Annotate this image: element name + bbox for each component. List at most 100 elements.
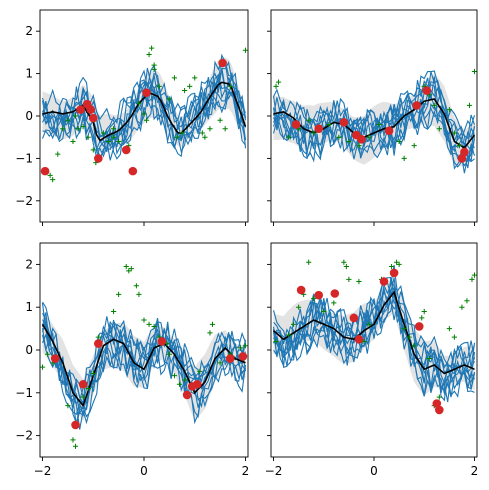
cross-point bbox=[431, 102, 437, 108]
cross-point bbox=[222, 126, 228, 132]
cross-point bbox=[446, 107, 452, 113]
cross-point bbox=[388, 263, 395, 270]
cross-point bbox=[356, 278, 362, 285]
data-point bbox=[314, 124, 324, 134]
y-tick-label: −2 bbox=[15, 194, 33, 208]
cross-point bbox=[451, 130, 457, 136]
data-point bbox=[40, 166, 50, 176]
cross-point bbox=[90, 370, 96, 377]
cross-point bbox=[45, 351, 51, 357]
cross-point bbox=[70, 138, 76, 145]
cross-point bbox=[90, 147, 96, 153]
y-tick-label: −1 bbox=[15, 151, 33, 165]
cross-point bbox=[456, 143, 463, 149]
sample-line bbox=[272, 265, 476, 396]
sample-line bbox=[272, 292, 476, 403]
data-point bbox=[88, 113, 98, 123]
cross-point bbox=[291, 321, 297, 327]
panel-top-left: −2 −1 0 1 2 bbox=[15, 9, 249, 226]
cross-point bbox=[174, 134, 180, 140]
plot-area bbox=[272, 68, 477, 174]
data-point bbox=[76, 105, 85, 114]
data-point bbox=[349, 313, 359, 323]
cross-point bbox=[343, 263, 349, 270]
cross-point bbox=[464, 298, 470, 304]
cross-point bbox=[128, 266, 134, 272]
cross-point bbox=[40, 364, 46, 370]
cross-point bbox=[471, 272, 477, 278]
cross-point bbox=[421, 308, 427, 315]
cross-point bbox=[326, 121, 332, 128]
cross-point bbox=[459, 304, 465, 310]
cross-point bbox=[296, 304, 302, 310]
cross-point bbox=[105, 138, 112, 145]
data-point bbox=[86, 105, 96, 114]
sample-line bbox=[41, 328, 246, 404]
sample-line bbox=[41, 77, 246, 162]
data-point bbox=[314, 290, 324, 300]
cross-point bbox=[65, 403, 71, 409]
cross-point bbox=[209, 321, 216, 327]
data-point bbox=[157, 337, 167, 346]
cross-point bbox=[171, 75, 178, 81]
cross-point bbox=[151, 323, 157, 330]
cross-point bbox=[146, 51, 152, 58]
cross-point bbox=[366, 134, 372, 140]
x-tick-label: 0 bbox=[370, 464, 378, 478]
y-tick-label: 0 bbox=[25, 343, 33, 357]
cross-point bbox=[181, 377, 188, 383]
cross-point bbox=[110, 308, 117, 315]
data-point bbox=[142, 88, 151, 97]
data-point bbox=[435, 405, 444, 415]
data-point bbox=[412, 101, 422, 110]
uncertainty-band bbox=[42, 309, 246, 421]
data-point bbox=[238, 352, 248, 361]
uncertainty-band bbox=[42, 57, 246, 154]
data-point bbox=[389, 268, 399, 278]
cross-point bbox=[376, 121, 382, 128]
data-point bbox=[128, 166, 138, 176]
cross-point bbox=[181, 87, 188, 94]
cross-point bbox=[396, 261, 402, 267]
sample-line bbox=[273, 276, 476, 402]
data-point bbox=[182, 390, 192, 400]
cross-point bbox=[80, 124, 86, 130]
cross-point bbox=[110, 126, 117, 132]
cross-point bbox=[116, 291, 122, 297]
cross-point bbox=[136, 100, 142, 106]
sample-line bbox=[41, 67, 247, 158]
cross-point bbox=[141, 111, 147, 117]
cross-point bbox=[217, 117, 223, 123]
cross-point bbox=[273, 338, 279, 345]
sample-line bbox=[42, 301, 246, 418]
y-tick-label: 2 bbox=[25, 257, 33, 271]
cross-point bbox=[47, 172, 53, 178]
cross-point bbox=[166, 96, 172, 102]
cross-point bbox=[85, 134, 91, 140]
sample-line bbox=[41, 319, 247, 416]
cross-point bbox=[321, 308, 327, 315]
cross-point bbox=[60, 126, 66, 132]
mean-line bbox=[273, 98, 476, 149]
cross-point bbox=[156, 83, 162, 89]
cross-point bbox=[110, 134, 117, 140]
cross-point bbox=[411, 343, 417, 349]
data-point bbox=[225, 354, 235, 363]
cross-point bbox=[401, 326, 407, 332]
cross-point bbox=[436, 394, 442, 400]
panel-bottom-left: −2 −1 0 1 2 −2 0 2 bbox=[15, 242, 249, 478]
cross-point bbox=[469, 276, 475, 282]
sample-line bbox=[273, 287, 475, 389]
panel-bottom-right: −2 0 2 bbox=[265, 242, 478, 478]
cross-point bbox=[217, 360, 223, 366]
cross-point bbox=[85, 385, 91, 392]
cross-point bbox=[471, 68, 477, 75]
plot-area bbox=[40, 263, 248, 449]
cross-point bbox=[179, 130, 185, 136]
cross-point bbox=[306, 259, 312, 265]
cross-point bbox=[50, 177, 56, 183]
cross-point bbox=[100, 130, 107, 136]
cross-point bbox=[202, 134, 208, 140]
sample-line bbox=[42, 58, 247, 160]
